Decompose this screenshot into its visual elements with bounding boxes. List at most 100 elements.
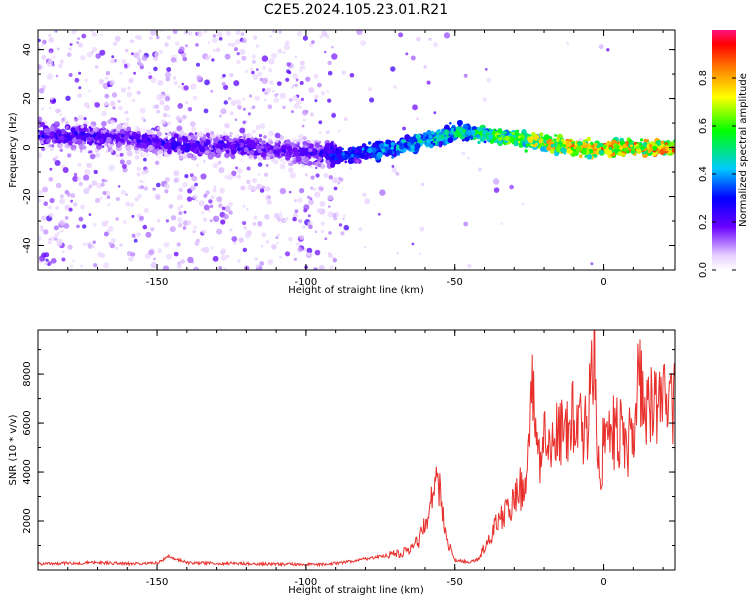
spectrogram-noise-point bbox=[38, 152, 43, 159]
spectrogram-noise-point bbox=[184, 100, 189, 105]
spectrogram-noise-point bbox=[294, 83, 298, 87]
spectrogram-noise-point bbox=[212, 255, 219, 262]
spectrogram-noise-point bbox=[41, 107, 45, 111]
spectrogram-ridge-point bbox=[167, 132, 171, 136]
spectrogram-noise-point bbox=[486, 77, 492, 83]
spectrogram-ridge-point bbox=[125, 145, 131, 152]
spectrogram-noise-point bbox=[239, 48, 246, 56]
spectrogram-noise-point bbox=[119, 71, 123, 75]
spectrogram-ridge-point bbox=[633, 142, 637, 145]
spectrogram-noise-point bbox=[257, 162, 263, 167]
spectrogram-ridge-point bbox=[295, 156, 302, 163]
spectrogram-ridge-point bbox=[414, 142, 421, 149]
spectrogram-noise-point bbox=[176, 115, 180, 118]
spectrogram-ridge-point bbox=[652, 145, 658, 151]
spectrogram-noise-point bbox=[207, 209, 211, 213]
spectrogram-noise-point bbox=[285, 217, 289, 221]
spectrogram-noise-point bbox=[289, 172, 296, 179]
spectrogram-noise-point bbox=[327, 98, 332, 103]
spectrogram-noise-point bbox=[103, 231, 109, 237]
spectrogram-noise-point bbox=[128, 256, 134, 262]
y-tick-label: 40 bbox=[22, 43, 33, 56]
spectrogram-noise-point bbox=[225, 254, 230, 258]
spectrogram-noise-point bbox=[61, 257, 66, 262]
spectrogram-noise-point bbox=[271, 89, 275, 93]
spectrogram-noise-point bbox=[284, 251, 291, 257]
spectrogram-ridge-point bbox=[509, 135, 514, 141]
spectrogram-noise-point bbox=[378, 138, 381, 141]
spectrogram-noise-point bbox=[160, 119, 167, 125]
spectrogram-ridge-point bbox=[72, 147, 76, 151]
spectrogram-noise-point bbox=[136, 166, 141, 172]
spectrogram-noise-point bbox=[148, 249, 155, 256]
spectrogram-noise-point bbox=[115, 197, 120, 201]
spectrogram-noise-point bbox=[218, 266, 222, 270]
spectrogram-noise-point bbox=[276, 81, 282, 86]
spectrogram-ridge-point bbox=[137, 142, 141, 146]
spectrogram-noise-point bbox=[138, 49, 143, 54]
spectrogram-noise-point bbox=[79, 149, 83, 153]
snr-series-line bbox=[38, 330, 675, 568]
spectrogram-noise-point bbox=[342, 217, 345, 221]
spectrogram-ridge-point bbox=[366, 152, 370, 157]
spectrogram-noise-point bbox=[218, 167, 225, 174]
spectrogram-noise-point bbox=[264, 214, 270, 220]
spectrogram-noise-point bbox=[265, 240, 270, 244]
spectrogram-noise-point bbox=[279, 163, 286, 170]
spectrogram-noise-point bbox=[55, 155, 59, 159]
spectrogram-noise-point bbox=[148, 36, 153, 40]
spectrogram-noise-point bbox=[104, 179, 108, 183]
spectrogram-ridge-point bbox=[670, 143, 674, 147]
spectrogram-ridge-point bbox=[549, 149, 555, 154]
spectrogram-noise-point bbox=[255, 68, 259, 71]
spectrogram-ridge-point bbox=[497, 128, 503, 134]
spectrogram-noise-point bbox=[81, 33, 87, 39]
spectrogram-noise-point bbox=[74, 116, 77, 120]
spectrogram-noise-point bbox=[91, 180, 98, 187]
spectrogram-ridge-point bbox=[178, 130, 185, 136]
spectrogram-noise-point bbox=[67, 153, 72, 158]
spectrogram-noise-point bbox=[49, 197, 55, 204]
spectrogram-noise-point bbox=[187, 107, 193, 112]
spectrogram-ridge-point bbox=[158, 146, 162, 150]
spectrogram-ridge-point bbox=[223, 131, 227, 135]
spectrogram-noise-point bbox=[211, 58, 215, 62]
spectrogram-noise-point bbox=[293, 103, 300, 109]
spectrogram-noise-point bbox=[292, 216, 297, 222]
y-tick-label: 20 bbox=[22, 92, 33, 105]
spectrogram-noise-point bbox=[279, 187, 287, 195]
spectrogram-noise-point bbox=[317, 82, 322, 88]
spectrogram-noise-point bbox=[433, 42, 438, 48]
spectrogram-noise-point bbox=[248, 94, 253, 98]
spectrogram-ridge-point bbox=[639, 146, 645, 151]
spectrogram-noise-point bbox=[106, 70, 111, 75]
spectrogram-noise-point bbox=[402, 126, 406, 131]
spectrogram-noise-point bbox=[298, 134, 304, 140]
spectrogram-noise-point bbox=[163, 104, 170, 112]
spectrogram-noise-point bbox=[224, 53, 231, 60]
spectrogram-noise-point bbox=[246, 179, 251, 185]
spectrogram-noise-point bbox=[227, 96, 232, 101]
spectrogram-frame bbox=[37, 29, 676, 271]
spectrogram-noise-point bbox=[101, 110, 107, 117]
spectrogram-noise-point bbox=[201, 247, 206, 252]
spectrogram-noise-point bbox=[237, 104, 242, 110]
spectrogram-ridge-point bbox=[181, 152, 188, 159]
spectrogram-noise-point bbox=[170, 57, 177, 63]
spectrogram-noise-point bbox=[379, 189, 386, 196]
spectrogram-ridge-point bbox=[557, 144, 561, 148]
spectrogram-noise-point bbox=[192, 194, 198, 200]
spectrogram-noise-point bbox=[299, 68, 303, 72]
spectrogram-noise-point bbox=[241, 55, 247, 61]
spectrogram-noise-point bbox=[364, 198, 371, 205]
spectrogram-noise-point bbox=[209, 219, 213, 223]
spectrogram-noise-point bbox=[240, 185, 246, 191]
spectrogram-ridge-point bbox=[251, 157, 254, 161]
spectrogram-ridge-point bbox=[245, 137, 252, 144]
spectrogram-noise-point bbox=[153, 66, 158, 72]
spectrogram-noise-point bbox=[250, 107, 253, 110]
spectrogram-noise-point bbox=[152, 187, 156, 191]
spectrogram-noise-point bbox=[306, 247, 313, 254]
spectrogram-noise-point bbox=[39, 255, 46, 262]
spectrogram-noise-point bbox=[249, 67, 254, 71]
